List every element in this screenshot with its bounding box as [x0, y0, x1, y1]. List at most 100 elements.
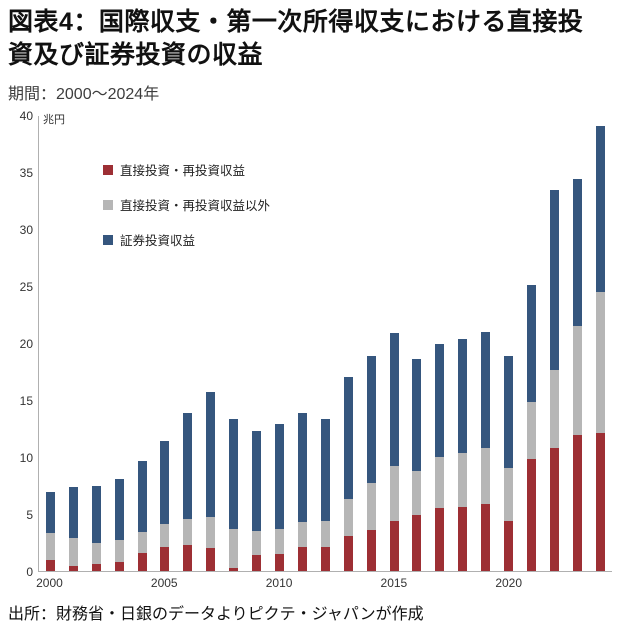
bar-2012 — [320, 419, 330, 571]
bar-segment — [343, 535, 353, 571]
bar-segment — [389, 466, 399, 521]
x-tick-label: 2015 — [380, 576, 408, 590]
bar-2006 — [183, 412, 193, 571]
y-tick-label: 30 — [19, 223, 33, 237]
x-tick-label: 2005 — [150, 576, 178, 590]
y-tick-label: 25 — [19, 280, 33, 294]
bar-segment — [45, 559, 55, 571]
bar-2017 — [435, 344, 445, 571]
bar-segment — [137, 532, 147, 553]
bar-segment — [458, 507, 468, 571]
legend-item: 証券投資収益 — [103, 230, 270, 249]
bar-2001 — [68, 486, 78, 571]
x-tick-label: 2010 — [265, 576, 293, 590]
page: 図表4：国際収支・第一次所得収支における直接投資及び証券投資の収益 期間：200… — [8, 8, 612, 623]
bar-2018 — [458, 338, 468, 571]
bar-segment — [412, 515, 422, 571]
bar-segment — [412, 358, 422, 471]
bar-segment — [68, 486, 78, 538]
bar-segment — [435, 344, 445, 458]
bar-segment — [229, 567, 239, 571]
x-axis: 2000 2005 2010 2015 2020 — [36, 572, 612, 592]
bar-segment — [389, 520, 399, 571]
bar-segment — [160, 441, 170, 525]
bar-segment — [206, 548, 216, 571]
bar-segment — [595, 433, 605, 571]
bar-2022 — [549, 190, 559, 571]
bar-segment — [91, 542, 101, 565]
bar-segment — [595, 126, 605, 292]
bar-segment — [504, 520, 514, 571]
y-axis-unit-label: 兆円 — [43, 114, 65, 126]
bar-segment — [45, 533, 55, 560]
bar-segment — [137, 460, 147, 533]
bar-segment — [366, 530, 376, 571]
legend-item: 直接投資・再投資収益以外 — [103, 195, 270, 214]
bar-segment — [114, 561, 124, 571]
y-tick-label: 0 — [26, 565, 33, 579]
y-tick-label: 40 — [19, 109, 33, 123]
plot-area: 兆円 直接投資・再投資収益 直接投資・再投資収益以外 証券投資収益 — [38, 114, 612, 572]
bar-2014 — [366, 355, 376, 571]
bar-segment — [68, 537, 78, 567]
bar-2008 — [229, 419, 239, 571]
bar-segment — [68, 566, 78, 571]
bar-segment — [229, 419, 239, 529]
bar-segment — [114, 478, 124, 541]
x-tick-label: 2000 — [36, 576, 63, 590]
bar-segment — [252, 430, 262, 532]
bar-segment — [549, 370, 559, 448]
bar-segment — [183, 544, 193, 571]
bar-segment — [320, 520, 330, 548]
legend-swatch-icon — [103, 199, 113, 210]
bar-segment — [549, 447, 559, 571]
bar-2009 — [252, 430, 262, 571]
bar-segment — [206, 517, 216, 549]
bar-2020 — [504, 355, 514, 571]
bar-2011 — [297, 412, 307, 571]
bar-segment — [481, 331, 491, 448]
bar-segment — [183, 518, 193, 545]
bar-segment — [366, 483, 376, 530]
bar-segment — [595, 291, 605, 434]
bar-segment — [297, 547, 307, 571]
bar-2005 — [160, 441, 170, 571]
y-tick-label: 15 — [19, 394, 33, 408]
bar-segment — [435, 508, 445, 571]
legend-label: 直接投資・再投資収益以外 — [120, 199, 271, 213]
bar-segment — [458, 452, 468, 508]
bar-segment — [297, 522, 307, 548]
bar-segment — [206, 392, 216, 518]
bar-segment — [343, 377, 353, 500]
bar-segment — [275, 528, 285, 554]
y-tick-label: 5 — [26, 508, 33, 522]
chart: 40 35 30 25 20 15 10 5 0 兆円 直接投資・再投資収益 直接投資・再投資収益… — [8, 109, 612, 592]
bar-segment — [549, 190, 559, 371]
bar-2013 — [343, 377, 353, 571]
bar-segment — [526, 284, 536, 403]
bar-segment — [481, 447, 491, 504]
bar-segment — [526, 402, 536, 460]
period-label: 期間：2000～2024年 — [8, 86, 160, 103]
page-title: 図表4：国際収支・第一次所得収支における直接投資及び証券投資の収益 — [8, 8, 584, 69]
legend-label: 証券投資収益 — [120, 234, 196, 248]
bar-2010 — [275, 423, 285, 571]
bar-2002 — [91, 485, 101, 571]
bar-2015 — [389, 332, 399, 571]
bar-segment — [389, 332, 399, 467]
bar-segment — [343, 499, 353, 536]
legend-swatch-icon — [103, 234, 113, 245]
bar-segment — [320, 419, 330, 521]
legend: 直接投資・再投資収益 直接投資・再投資収益以外 証券投資収益 — [103, 160, 270, 249]
plot-column: 兆円 直接投資・再投資収益 直接投資・再投資収益以外 証券投資収益 2000 2005… — [36, 114, 612, 592]
bar-segment — [458, 338, 468, 453]
bar-segment — [252, 531, 262, 555]
y-tick-label: 10 — [19, 451, 33, 465]
bar-segment — [114, 540, 124, 562]
bar-segment — [160, 547, 170, 571]
bar-segment — [572, 178, 582, 326]
bar-segment — [297, 412, 307, 523]
bar-segment — [366, 355, 376, 484]
y-tick-label: 20 — [19, 337, 33, 351]
bar-segment — [252, 555, 262, 571]
